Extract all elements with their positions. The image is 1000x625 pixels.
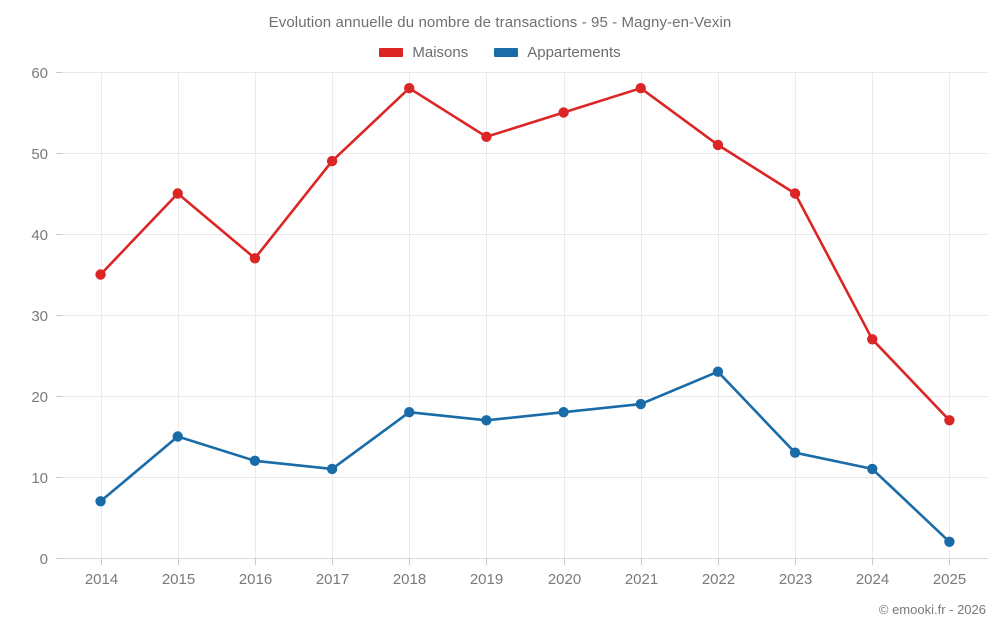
data-point[interactable] <box>712 139 724 151</box>
data-point[interactable] <box>404 83 415 94</box>
legend-label-maisons: Maisons <box>412 44 469 61</box>
x-tick-label: 2025 <box>933 571 966 588</box>
data-point[interactable] <box>944 536 955 547</box>
x-tick-label: 2022 <box>702 571 735 588</box>
x-axis-labels: 2014 2015 2016 2017 2018 2019 2020 2021 2022 2023… <box>85 571 966 588</box>
x-tick-label: 2016 <box>239 571 272 588</box>
data-point[interactable] <box>326 155 338 167</box>
data-point[interactable] <box>789 188 801 199</box>
x-tick-label: 2019 <box>470 571 503 588</box>
legend-swatch-appartements <box>494 48 519 57</box>
data-point[interactable] <box>481 131 492 142</box>
data-point[interactable] <box>326 463 338 475</box>
x-tick-label: 2024 <box>856 571 889 588</box>
y-tick-label: 50 <box>31 146 48 163</box>
series-line-maisons <box>99 86 951 422</box>
x-tick-label: 2021 <box>625 571 658 588</box>
data-point[interactable] <box>172 188 183 199</box>
x-tick-label: 2020 <box>548 571 581 588</box>
y-axis-labels: 0 10 20 30 40 50 60 <box>31 65 48 568</box>
chart-legend: Maisons Appartements <box>0 44 1000 61</box>
data-point[interactable] <box>635 398 646 410</box>
data-point[interactable] <box>712 366 724 377</box>
x-tick-label: 2014 <box>85 571 118 588</box>
x-tick-label: 2023 <box>779 571 812 588</box>
x-tick-label: 2015 <box>162 571 195 588</box>
legend-label-appartements: Appartements <box>527 44 621 61</box>
legend-item-maisons[interactable]: Maisons <box>379 44 468 61</box>
data-point[interactable] <box>249 455 261 466</box>
data-point[interactable] <box>95 496 106 507</box>
legend-item-appartements[interactable]: Appartements <box>494 44 621 61</box>
data-point[interactable] <box>249 253 261 264</box>
y-tick-label: 60 <box>31 65 48 82</box>
data-point[interactable] <box>558 107 569 118</box>
data-point[interactable] <box>481 415 492 426</box>
data-point[interactable] <box>172 431 183 442</box>
axis-layer <box>56 72 988 565</box>
data-point[interactable] <box>95 269 106 280</box>
data-point[interactable] <box>789 447 801 458</box>
data-point[interactable] <box>867 334 878 345</box>
data-point[interactable] <box>404 407 415 418</box>
data-point[interactable] <box>944 415 955 426</box>
y-tick-label: 0 <box>40 551 48 568</box>
y-tick-label: 30 <box>31 308 48 325</box>
data-point[interactable] <box>558 407 569 418</box>
series-line-appartements <box>99 370 951 544</box>
chart-title: Evolution annuelle du nombre de transact… <box>268 14 732 31</box>
y-tick-label: 20 <box>31 389 48 406</box>
data-point[interactable] <box>867 463 878 475</box>
legend-swatch-maisons <box>379 48 404 57</box>
grid-layer <box>62 72 988 478</box>
x-tick-label: 2017 <box>316 571 349 588</box>
y-tick-label: 40 <box>31 227 48 244</box>
y-tick-label: 10 <box>31 470 48 487</box>
data-point[interactable] <box>635 83 646 94</box>
footer-credit: © emooki.fr - 2026 <box>878 602 986 617</box>
series-layer <box>95 83 955 547</box>
x-tick-label: 2018 <box>393 571 426 588</box>
vertical-grid-layer <box>101 72 950 558</box>
